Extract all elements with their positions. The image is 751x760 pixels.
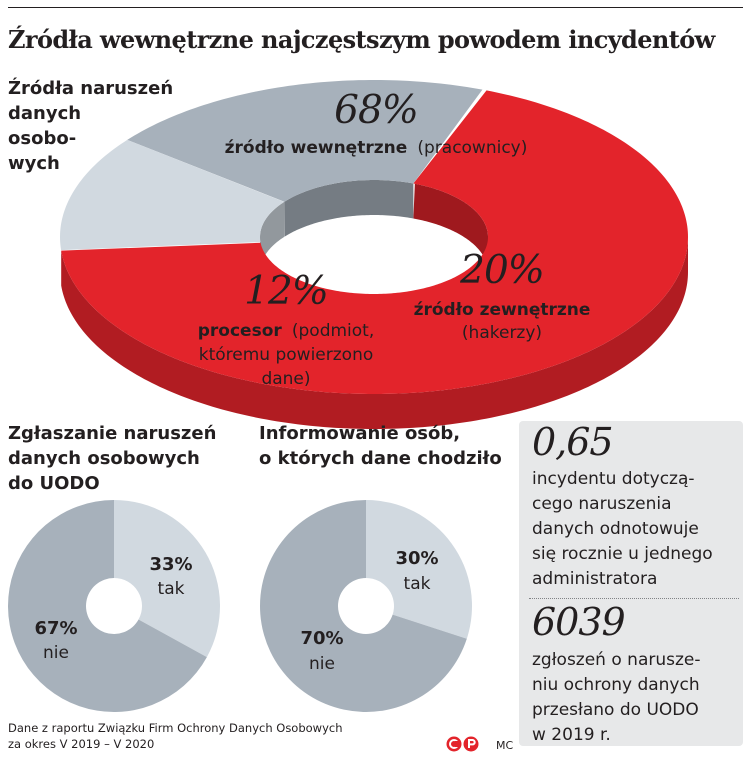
donut-inner-wall xyxy=(413,183,488,272)
slice-value-label: 12% xyxy=(244,269,328,314)
stat-text-line: administratora xyxy=(532,569,658,589)
pie-slice xyxy=(114,500,221,658)
main-donut-chart xyxy=(60,80,688,429)
pie2-chart xyxy=(8,500,221,712)
donut-inner-wall xyxy=(284,180,414,237)
donut-inner-wall xyxy=(260,201,285,272)
page-title: Źródła wewnętrzne najczęstszym powodem i… xyxy=(8,25,715,54)
pie3-no-label: nie xyxy=(309,654,335,674)
main-chart-title-line: wych xyxy=(8,153,60,174)
main-chart-title-line: osobo- xyxy=(8,128,77,149)
stat-text-line: przesłano do UODO xyxy=(532,700,699,720)
pie3-title: Informowanie osób, o których dane chodzi… xyxy=(259,421,502,471)
stat-description: zgłoszeń o narusze- niu ochrony danych p… xyxy=(532,648,701,748)
source-line: za okres V 2019 – V 2020 xyxy=(8,737,155,751)
stats-divider xyxy=(529,598,739,599)
slice-name-normal: (hakerzy) xyxy=(462,323,542,343)
publisher-logo xyxy=(446,736,479,752)
slice-name-normal: któremu powierzono xyxy=(199,345,374,365)
pie3-labels: 30% tak 70% nie xyxy=(300,548,438,674)
source-note: Dane z raportu Związku Firm Ochrony Dany… xyxy=(8,720,343,752)
pie2-no-label: nie xyxy=(43,643,69,663)
pie3-no-value: 70% xyxy=(300,628,343,649)
slice-value-label: 20% xyxy=(459,248,544,293)
main-chart-title: Źródła naruszeń danych osobo- wych xyxy=(8,76,173,176)
author-credit: MC xyxy=(496,739,514,752)
donut-slice xyxy=(127,80,483,202)
slice-name-label: procesor (podmiot, xyxy=(198,321,375,341)
pie3-yes-label: tak xyxy=(404,574,431,594)
pie3-yes-value: 30% xyxy=(395,548,438,569)
slice-name-normal: (pracownicy) xyxy=(417,138,527,158)
stat-text-line: cego naruszenia xyxy=(532,494,672,514)
main-slice-labels: 68% źródło wewnętrzne (pracownicy) 20% ź… xyxy=(198,88,591,389)
donut-side-wall xyxy=(61,237,688,429)
pie3-title-line: Informowanie osób, xyxy=(259,423,461,444)
slice-value-label: 68% xyxy=(334,88,418,133)
donut-slice xyxy=(61,90,688,395)
main-chart-title-line: Źródła naruszeń xyxy=(8,78,174,99)
stat-text-line: danych odnotowuje xyxy=(532,519,699,539)
pie-slice xyxy=(8,500,207,712)
slice-name-normal: dane) xyxy=(261,369,310,389)
source-line: Dane z raportu Związku Firm Ochrony Dany… xyxy=(8,721,343,735)
pie3-title-line: o których dane chodziło xyxy=(259,448,502,469)
slice-name-bold: źródło wewnętrzne xyxy=(225,138,408,158)
pie2-labels: 33% tak 67% nie xyxy=(34,554,192,663)
pie3-chart xyxy=(260,500,472,712)
stat-text-line: zgłoszeń o narusze- xyxy=(532,650,701,670)
stat-description: incydentu dotyczą- cego naruszenia danyc… xyxy=(532,467,713,592)
pie2-yes-value: 33% xyxy=(149,554,192,575)
stat-value: 0,65 xyxy=(532,420,614,464)
pie-slice xyxy=(366,500,472,639)
stat-text-line: incydentu dotyczą- xyxy=(532,469,695,489)
pie2-title: Zgłaszanie naruszeń danych osobowych do … xyxy=(8,421,216,496)
pie2-yes-label: tak xyxy=(158,579,185,599)
slice-name-bold: źródło zewnętrzne xyxy=(414,300,591,320)
pie2-no-value: 67% xyxy=(34,618,77,639)
slice-name-bold: procesor xyxy=(198,321,283,341)
main-chart-title-line: danych xyxy=(8,103,82,124)
stats-panel xyxy=(519,421,743,746)
donut-slice xyxy=(60,139,285,251)
pie2-title-line: danych osobowych xyxy=(8,448,200,469)
pie2-title-line: Zgłaszanie naruszeń xyxy=(8,423,217,444)
stat-text-line: w 2019 r. xyxy=(532,725,611,745)
pie2-title-line: do UODO xyxy=(8,473,100,494)
slice-name-label: źródło wewnętrzne (pracownicy) xyxy=(225,138,528,158)
pie-slice xyxy=(260,500,467,712)
top-rule xyxy=(8,7,743,8)
stat-text-line: niu ochrony danych xyxy=(532,675,700,695)
stat-value: 6039 xyxy=(532,600,626,644)
stat-text-line: się rocznie u jednego xyxy=(532,544,713,564)
slice-name-normal: (podmiot, xyxy=(292,321,374,341)
